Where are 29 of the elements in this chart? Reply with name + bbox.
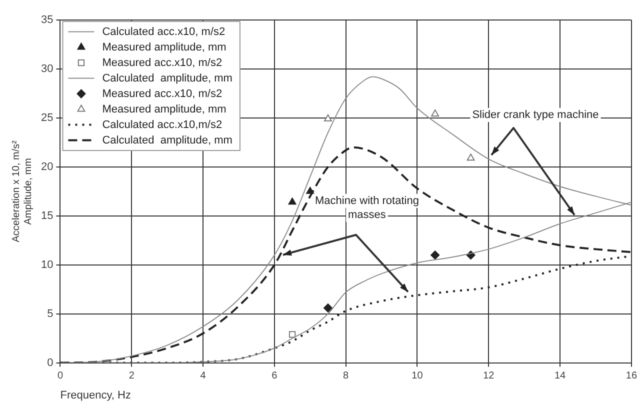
legend-label: Measured amplitude, mm	[102, 103, 226, 116]
legend-label: Calculated amplitude, mm	[102, 72, 232, 84]
x-tick-label: 4	[200, 370, 206, 382]
y-tick-label: 15	[40, 210, 54, 222]
y-tick-label: 35	[40, 14, 54, 26]
y-tick-label: 30	[40, 63, 54, 76]
legend-label: Measured acc.x10, m/s2	[102, 56, 222, 69]
legend-label: Calculated acc.x10, m/s2	[102, 26, 226, 38]
x-tick-label: 2	[128, 370, 135, 382]
x-tick-label: 14	[554, 370, 566, 382]
y-tick-label: 10	[40, 258, 54, 271]
legend-label: Calculated amplitude, mm	[102, 134, 232, 146]
x-tick-label: 0	[57, 370, 64, 382]
x-tick-label: 6	[272, 370, 278, 382]
x-axis-title: Frequency, Hz	[60, 389, 131, 402]
y-tick-label: 20	[40, 160, 54, 173]
x-tick-label: 12	[483, 370, 495, 382]
annotation: Slider crank type machine	[472, 108, 599, 121]
legend-label: Measured acc.x10, m/s2	[102, 88, 222, 100]
legend-label: Measured amplitude, mm	[102, 41, 226, 54]
legend-label: Calculated acc.x10,m/s2	[102, 118, 222, 131]
annotation: Machine with rotating masses	[314, 194, 419, 221]
y-tick-label: 0	[47, 356, 54, 369]
y-tick-label: 25	[40, 112, 54, 124]
x-tick-label: 8	[343, 370, 350, 382]
x-tick-label: 16	[626, 370, 638, 382]
x-tick-label: 10	[412, 370, 424, 382]
y-tick-label: 5	[47, 308, 54, 320]
y-axis-title: Acceleration x 10, m/s² Amplitude, mm	[10, 140, 34, 242]
